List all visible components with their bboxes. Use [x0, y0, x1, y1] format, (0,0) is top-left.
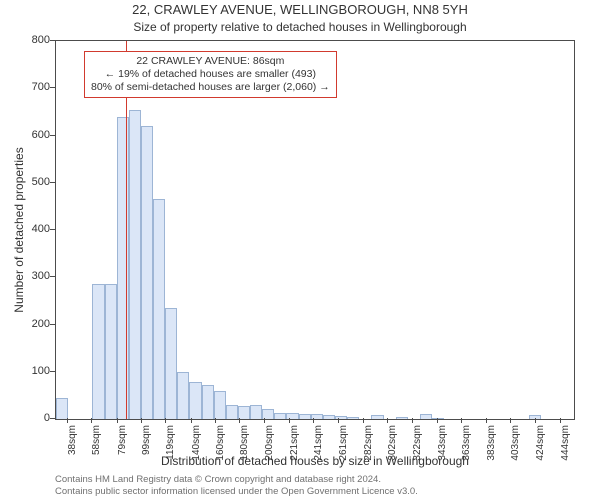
x-tick-mark — [560, 418, 561, 423]
x-tick-mark — [239, 418, 240, 423]
histogram-bar — [371, 415, 383, 419]
copyright-notice: Contains HM Land Registry data © Crown c… — [55, 474, 575, 498]
y-tick-label: 100 — [10, 365, 50, 377]
y-tick-mark — [50, 40, 55, 41]
histogram-bar — [396, 417, 408, 419]
x-tick-mark — [215, 418, 216, 423]
histogram-bar — [202, 385, 214, 419]
x-tick-label: 241sqm — [313, 425, 324, 465]
y-tick-label: 600 — [10, 129, 50, 141]
x-tick-label: 99sqm — [141, 425, 152, 465]
plot-area: 22 CRAWLEY AVENUE: 86sqm← 19% of detache… — [55, 40, 575, 420]
annotation-box: 22 CRAWLEY AVENUE: 86sqm← 19% of detache… — [84, 51, 337, 98]
x-tick-label: 282sqm — [363, 425, 374, 465]
x-tick-mark — [67, 418, 68, 423]
y-tick-mark — [50, 229, 55, 230]
y-tick-mark — [50, 418, 55, 419]
annotation-line-3: 80% of semi-detached houses are larger (… — [91, 81, 330, 94]
y-tick-label: 500 — [10, 176, 50, 188]
x-tick-mark — [412, 418, 413, 423]
copyright-line-2: Contains public sector information licen… — [55, 486, 575, 498]
copyright-line-1: Contains HM Land Registry data © Crown c… — [55, 474, 575, 486]
y-tick-label: 0 — [10, 412, 50, 424]
y-tick-label: 300 — [10, 270, 50, 282]
y-tick-label: 700 — [10, 81, 50, 93]
x-tick-label: 444sqm — [560, 425, 571, 465]
chart-container: { "title": "22, CRAWLEY AVENUE, WELLINGB… — [0, 0, 600, 500]
chart-title: 22, CRAWLEY AVENUE, WELLINGBOROUGH, NN8 … — [0, 2, 600, 17]
x-tick-label: 322sqm — [412, 425, 423, 465]
x-tick-mark — [313, 418, 314, 423]
y-tick-mark — [50, 276, 55, 277]
histogram-bar — [141, 126, 153, 419]
x-tick-label: 363sqm — [461, 425, 472, 465]
x-tick-mark — [486, 418, 487, 423]
x-tick-mark — [191, 418, 192, 423]
y-tick-label: 200 — [10, 318, 50, 330]
histogram-bar — [226, 405, 238, 419]
annotation-line-1: 22 CRAWLEY AVENUE: 86sqm — [91, 55, 330, 68]
x-tick-label: 180sqm — [239, 425, 250, 465]
histogram-bar — [432, 418, 444, 419]
x-tick-mark — [461, 418, 462, 423]
x-tick-label: 424sqm — [535, 425, 546, 465]
x-tick-mark — [387, 418, 388, 423]
x-tick-label: 403sqm — [510, 425, 521, 465]
y-tick-label: 800 — [10, 34, 50, 46]
y-tick-mark — [50, 371, 55, 372]
x-tick-label: 221sqm — [289, 425, 300, 465]
x-tick-label: 140sqm — [191, 425, 202, 465]
x-tick-label: 302sqm — [387, 425, 398, 465]
x-tick-mark — [141, 418, 142, 423]
x-tick-mark — [165, 418, 166, 423]
histogram-bar — [92, 284, 104, 419]
x-tick-mark — [437, 418, 438, 423]
x-tick-label: 261sqm — [338, 425, 349, 465]
y-tick-mark — [50, 135, 55, 136]
x-tick-mark — [91, 418, 92, 423]
histogram-bar — [274, 413, 286, 419]
histogram-bar — [165, 308, 177, 419]
y-tick-mark — [50, 324, 55, 325]
x-tick-label: 119sqm — [165, 425, 176, 465]
y-tick-mark — [50, 87, 55, 88]
x-tick-label: 200sqm — [264, 425, 275, 465]
histogram-bar — [323, 415, 335, 419]
y-tick-label: 400 — [10, 223, 50, 235]
x-tick-label: 38sqm — [67, 425, 78, 465]
x-tick-mark — [535, 418, 536, 423]
histogram-bar — [56, 398, 68, 419]
histogram-bar — [189, 382, 201, 419]
histogram-bar — [214, 391, 226, 419]
x-tick-label: 383sqm — [486, 425, 497, 465]
histogram-bar — [299, 414, 311, 419]
x-tick-mark — [363, 418, 364, 423]
x-tick-label: 58sqm — [91, 425, 102, 465]
x-tick-label: 79sqm — [117, 425, 128, 465]
x-tick-label: 343sqm — [437, 425, 448, 465]
y-tick-mark — [50, 182, 55, 183]
histogram-bar — [105, 284, 117, 419]
x-tick-mark — [338, 418, 339, 423]
histogram-bar — [420, 414, 432, 419]
x-tick-label: 160sqm — [215, 425, 226, 465]
histogram-bar — [153, 199, 165, 419]
histogram-bar — [347, 417, 359, 419]
x-tick-mark — [264, 418, 265, 423]
histogram-bar — [129, 110, 141, 419]
annotation-line-2: ← 19% of detached houses are smaller (49… — [91, 68, 330, 81]
chart-subtitle: Size of property relative to detached ho… — [0, 20, 600, 34]
x-tick-mark — [117, 418, 118, 423]
x-tick-mark — [510, 418, 511, 423]
histogram-bar — [250, 405, 262, 419]
x-tick-mark — [289, 418, 290, 423]
histogram-bar — [177, 372, 189, 419]
